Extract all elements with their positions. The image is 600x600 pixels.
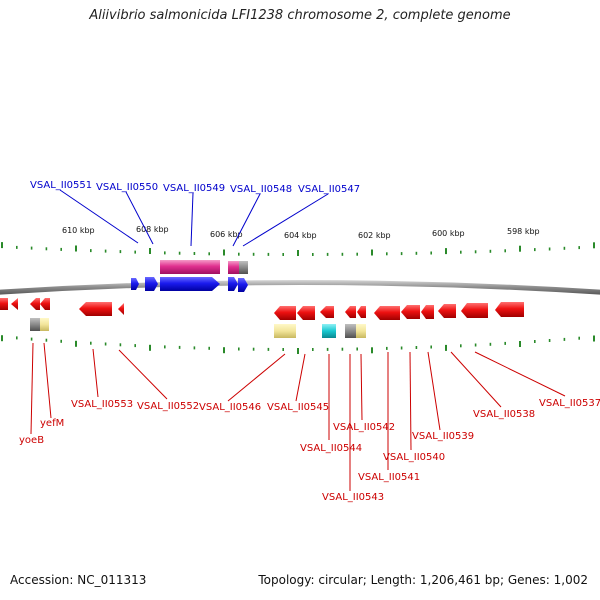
gene-arrow[interactable] xyxy=(421,305,434,319)
gene-arrow[interactable] xyxy=(297,306,315,320)
tick-label: 600 kbp xyxy=(432,229,465,238)
rna-feature[interactable] xyxy=(160,260,220,274)
pseudo-feature[interactable] xyxy=(30,318,40,331)
reverse-features xyxy=(0,298,524,338)
gene-arrow[interactable] xyxy=(320,306,334,318)
gene-label[interactable]: VSAL_II0547 xyxy=(298,184,360,195)
tick-row-inner xyxy=(1,335,595,354)
reverse-gene-labels: yoeB yefM VSAL_II0553 VSAL_II0552 VSAL_I… xyxy=(19,398,600,503)
gene-arrow[interactable] xyxy=(228,277,238,291)
gene-arrow[interactable] xyxy=(374,306,400,320)
gene-label[interactable]: VSAL_II0553 xyxy=(71,399,133,410)
gene-label[interactable]: VSAL_II0550 xyxy=(96,182,158,193)
gene-arrow[interactable] xyxy=(79,302,112,316)
rna-feature[interactable] xyxy=(228,261,239,274)
gene-label[interactable]: VSAL_II0552 xyxy=(137,401,199,412)
gene-arrow[interactable] xyxy=(357,306,366,318)
tick-row-outer xyxy=(1,242,595,256)
map-title: Aliivibrio salmonicida LFI1238 chromosom… xyxy=(89,8,511,23)
pseudo-feature[interactable] xyxy=(345,324,356,338)
gene-label[interactable]: VSAL_II0548 xyxy=(230,184,292,195)
misc-feature[interactable] xyxy=(322,324,336,338)
gene-arrow[interactable] xyxy=(461,303,488,318)
gene-label[interactable]: VSAL_II0537 xyxy=(539,398,600,409)
gene-arrow[interactable] xyxy=(30,298,40,310)
gene-arrow[interactable] xyxy=(40,298,50,310)
gene-arrow[interactable] xyxy=(131,278,139,290)
tick-label: 598 kbp xyxy=(507,227,540,236)
misc-feature[interactable] xyxy=(356,324,366,338)
reverse-leader-lines xyxy=(30,342,566,491)
tick-label: 604 kbp xyxy=(284,231,317,240)
tick-label: 608 kbp xyxy=(136,225,169,234)
gene-label[interactable]: VSAL_II0543 xyxy=(322,492,384,503)
gene-arrow[interactable] xyxy=(11,298,18,310)
genome-summary: Topology: circular; Length: 1,206,461 bp… xyxy=(258,573,588,587)
gene-label[interactable]: VSAL_II0546 xyxy=(199,402,261,413)
misc-feature[interactable] xyxy=(274,324,296,338)
gene-label[interactable]: VSAL_II0539 xyxy=(412,431,474,442)
chromosome-backbone xyxy=(0,280,600,295)
gene-arrow[interactable] xyxy=(238,278,248,292)
gene-arrow[interactable] xyxy=(274,306,296,320)
forward-gene-labels: VSAL_II0551 VSAL_II0550 VSAL_II0549 VSAL… xyxy=(30,180,360,195)
gene-label[interactable]: VSAL_II0549 xyxy=(163,183,225,194)
gene-label[interactable]: VSAL_II0551 xyxy=(30,180,92,191)
gene-label[interactable]: VSAL_II0541 xyxy=(358,472,420,483)
gene-label[interactable]: VSAL_II0542 xyxy=(333,422,395,433)
gene-label[interactable]: yoeB xyxy=(19,435,44,446)
kbp-tick-labels: 610 kbp 608 kbp 606 kbp 604 kbp 602 kbp … xyxy=(62,225,540,240)
gene-arrow[interactable] xyxy=(345,306,356,318)
tick-label: 606 kbp xyxy=(210,230,243,239)
gene-label[interactable]: VSAL_II0538 xyxy=(473,409,535,420)
gene-arrow[interactable] xyxy=(160,277,220,291)
gene-label[interactable]: VSAL_II0544 xyxy=(300,443,362,454)
accession-text: Accession: NC_011313 xyxy=(10,573,147,587)
gene-label[interactable]: VSAL_II0545 xyxy=(267,402,329,413)
pseudo-feature[interactable] xyxy=(239,261,248,274)
gene-arrow[interactable] xyxy=(145,277,158,291)
gene-arrow[interactable] xyxy=(495,302,524,317)
gene-arrow[interactable] xyxy=(401,305,420,319)
gene-arrow[interactable] xyxy=(0,298,8,310)
forward-leader-lines xyxy=(59,189,329,247)
misc-feature[interactable] xyxy=(40,318,49,331)
forward-features xyxy=(131,260,248,292)
gene-label[interactable]: VSAL_II0540 xyxy=(383,452,445,463)
gene-label[interactable]: yefM xyxy=(40,418,64,429)
gene-arrow[interactable] xyxy=(438,304,456,318)
gene-arrow[interactable] xyxy=(118,303,124,315)
tick-label: 610 kbp xyxy=(62,226,95,235)
tick-label: 602 kbp xyxy=(358,231,391,240)
